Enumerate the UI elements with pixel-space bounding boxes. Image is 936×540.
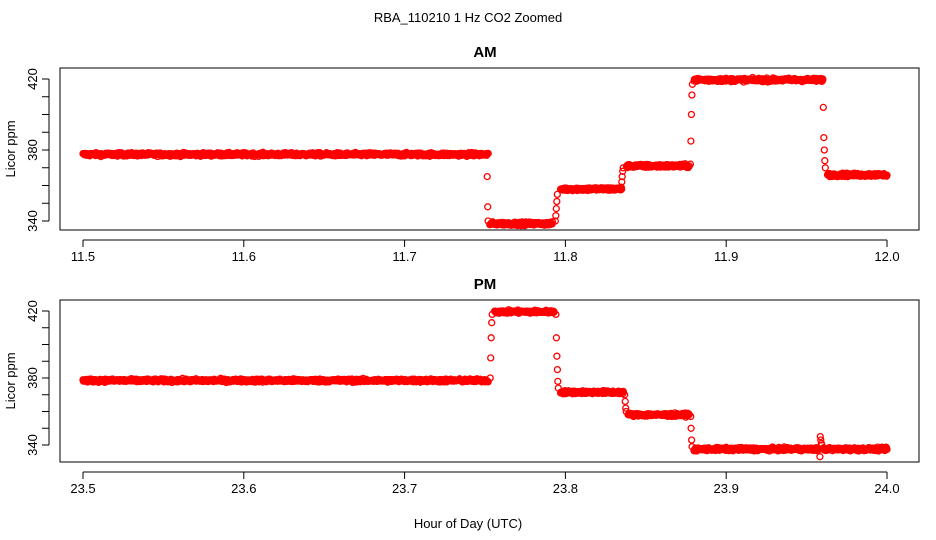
am-x-tick-label: 12.0 xyxy=(874,249,899,264)
am-data-point xyxy=(483,172,491,181)
am-data-point xyxy=(552,212,560,220)
pm-data-point xyxy=(484,378,492,386)
x-axis-label: Hour of Day (UTC) xyxy=(414,516,522,531)
main-title: RBA_110210 1 Hz CO2 Zoomed xyxy=(374,10,562,25)
am-panel: AM Licor ppm 11.5 11.6 11.7 11.8 11.9 12.0 34… xyxy=(3,44,920,264)
am-panel-title: AM xyxy=(473,44,496,61)
pm-plot-frame xyxy=(59,299,920,463)
am-x-tick-label: 11.6 xyxy=(232,249,256,264)
am-data-point xyxy=(484,217,492,225)
am-plot-frame xyxy=(59,67,920,231)
am-data-point xyxy=(819,103,827,112)
am-data-point xyxy=(618,172,626,181)
am-data-point xyxy=(552,204,560,213)
pm-data-point xyxy=(818,441,826,449)
pm-panel: PM Licor ppm 23.5 23.6 23.7 23.8 23.9 24.0 34… xyxy=(3,276,920,496)
pm-data-point xyxy=(687,412,695,421)
pm-y-axis: 340 380 420 xyxy=(25,300,50,456)
pm-data-point xyxy=(622,407,630,416)
pm-data-point xyxy=(554,377,562,386)
pm-data-point xyxy=(552,310,560,319)
pm-x-axis: 23.5 23.6 23.7 23.8 23.9 24.0 xyxy=(70,471,900,496)
pm-data-point xyxy=(619,387,627,396)
pm-data-point xyxy=(486,374,494,382)
am-data-point xyxy=(618,178,626,186)
pm-data-point xyxy=(687,436,696,444)
pm-data-point xyxy=(488,310,496,319)
am-data-point xyxy=(820,133,828,142)
pm-data-point xyxy=(817,436,825,444)
am-data-point xyxy=(484,203,492,211)
pm-x-tick-label: 23.7 xyxy=(392,481,417,496)
pm-data-point xyxy=(488,319,496,327)
pm-y-tick-label: 380 xyxy=(25,367,40,389)
pm-data-point xyxy=(816,453,824,461)
am-data-point xyxy=(483,151,491,159)
am-y-tick-label: 420 xyxy=(25,68,40,90)
am-y-axis-label: Licor ppm xyxy=(3,120,18,177)
pm-x-tick-label: 24.0 xyxy=(874,481,899,496)
am-data-point xyxy=(819,75,827,83)
am-data-point xyxy=(687,110,696,119)
am-data-points xyxy=(79,73,891,230)
pm-panel-title: PM xyxy=(474,276,497,293)
pm-data-point xyxy=(816,432,824,441)
am-x-tick-label: 11.8 xyxy=(553,249,577,264)
pm-x-tick-label: 23.9 xyxy=(714,481,739,496)
pm-data-point xyxy=(687,424,695,432)
am-y-tick-label: 380 xyxy=(25,139,40,161)
pm-data-point xyxy=(688,443,696,451)
am-data-point xyxy=(551,217,559,225)
am-data-point xyxy=(619,164,627,172)
pm-data-point xyxy=(883,445,891,454)
am-y-axis: 340 380 420 xyxy=(25,68,50,232)
pm-y-tick-label: 340 xyxy=(25,434,40,456)
pm-x-tick-label: 23.6 xyxy=(231,481,256,496)
am-data-point xyxy=(687,137,695,145)
pm-data-point xyxy=(553,352,561,360)
am-data-point xyxy=(553,190,561,199)
am-data-point xyxy=(883,171,891,179)
am-x-tick-label: 11.7 xyxy=(392,249,416,264)
pm-data-point xyxy=(622,404,630,412)
am-x-tick-label: 11.5 xyxy=(71,249,95,264)
am-x-axis: 11.5 11.6 11.7 11.8 11.9 12.0 xyxy=(71,239,900,264)
pm-data-point xyxy=(487,334,495,342)
am-data-point xyxy=(821,157,829,165)
pm-x-tick-label: 23.8 xyxy=(553,481,578,496)
am-x-tick-label: 11.9 xyxy=(714,249,738,264)
pm-data-point xyxy=(553,365,562,374)
am-data-point xyxy=(686,160,695,168)
am-data-point xyxy=(688,91,696,99)
am-data-point xyxy=(821,164,829,172)
pm-data-point xyxy=(621,397,629,406)
pm-data-points xyxy=(79,306,891,461)
am-y-tick-label: 340 xyxy=(25,210,40,232)
pm-x-tick-label: 23.5 xyxy=(70,481,95,496)
pm-data-point xyxy=(552,334,561,342)
pm-data-point xyxy=(554,384,562,392)
pm-data-point xyxy=(487,354,495,362)
am-data-point xyxy=(553,197,561,206)
am-data-point xyxy=(820,146,828,154)
pm-y-tick-label: 420 xyxy=(25,300,40,322)
pm-y-axis-label: Licor ppm xyxy=(3,352,18,409)
am-data-point xyxy=(619,167,627,175)
am-data-point xyxy=(688,80,697,88)
